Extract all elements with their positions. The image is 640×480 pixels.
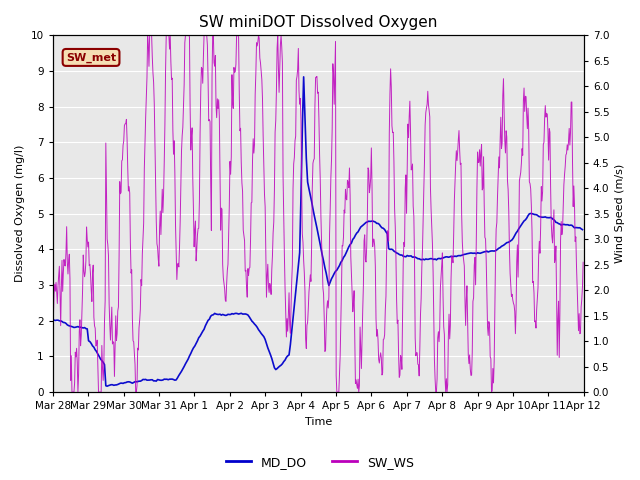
Legend: MD_DO, SW_WS: MD_DO, SW_WS — [221, 451, 419, 474]
Y-axis label: Dissolved Oxygen (mg/l): Dissolved Oxygen (mg/l) — [15, 145, 25, 282]
Title: SW miniDOT Dissolved Oxygen: SW miniDOT Dissolved Oxygen — [199, 15, 437, 30]
Y-axis label: Wind Speed (m/s): Wind Speed (m/s) — [615, 164, 625, 264]
X-axis label: Time: Time — [305, 417, 332, 427]
Text: SW_met: SW_met — [66, 52, 116, 62]
